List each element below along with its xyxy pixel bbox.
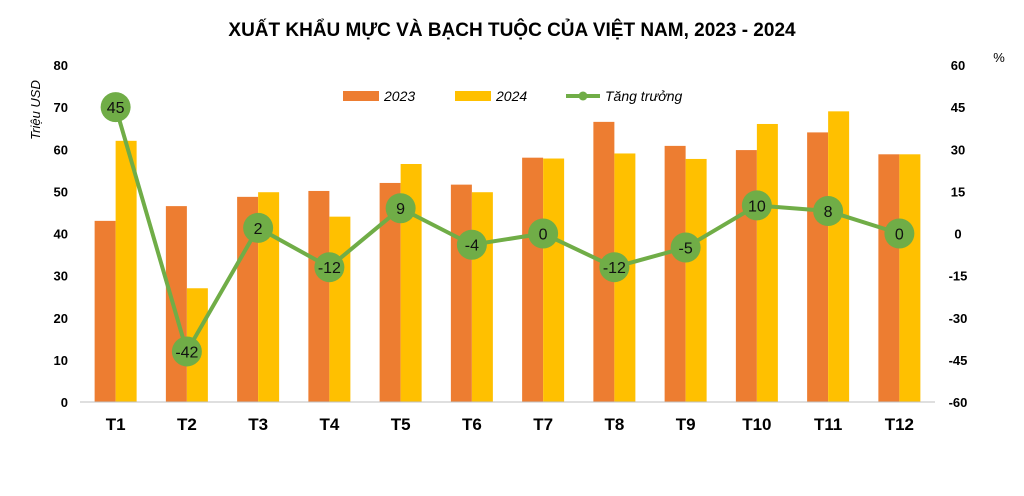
- category-label: T7: [533, 415, 553, 434]
- bar-2023-T10: [735, 150, 757, 402]
- bar-2024-T10: [756, 123, 778, 402]
- legend-label: Tăng trưởng: [605, 88, 682, 104]
- growth-data-label: 10: [748, 198, 766, 215]
- legend-swatch-2024: [455, 91, 491, 101]
- left-tick-label: 20: [54, 311, 68, 326]
- bar-2023-T3: [237, 196, 259, 402]
- bar-2024-T1: [115, 140, 137, 402]
- growth-data-label: -5: [679, 241, 693, 258]
- bar-2024-T12: [899, 154, 921, 402]
- category-label: T1: [106, 415, 126, 434]
- growth-data-label: 45: [107, 100, 125, 117]
- legend-label: 2023: [383, 88, 415, 104]
- right-tick-label: -15: [949, 269, 968, 284]
- bar-2024-T7: [543, 158, 565, 402]
- legend: 2023 2024 Tăng trưởng: [343, 88, 682, 104]
- right-tick-label: 60: [951, 58, 965, 73]
- category-label: T5: [391, 415, 411, 434]
- left-tick-label: 0: [61, 395, 68, 410]
- bar-2024-T9: [685, 158, 707, 402]
- category-label: T6: [462, 415, 482, 434]
- left-tick-label: 60: [54, 142, 68, 157]
- category-label: T3: [248, 415, 268, 434]
- bar-2023-T5: [379, 182, 401, 402]
- category-label: T10: [742, 415, 771, 434]
- growth-point: [100, 92, 131, 123]
- bar-2023-T6: [450, 184, 472, 402]
- growth-data-label: 0: [539, 227, 548, 244]
- left-tick-label: 10: [54, 353, 68, 368]
- bar-2024-T5: [400, 163, 422, 402]
- right-tick-label: 0: [954, 227, 961, 242]
- category-label: T4: [319, 415, 339, 434]
- bar-2024-T11: [828, 111, 850, 403]
- category-label: T9: [676, 415, 696, 434]
- growth-point: [884, 218, 915, 249]
- bar-2023-T11: [807, 132, 829, 402]
- growth-data-label: 0: [895, 227, 904, 244]
- bar-2023-T1: [94, 220, 116, 402]
- bar-2023-T4: [308, 190, 330, 402]
- bar-2024-T3: [258, 192, 280, 402]
- left-axis-ticks: 0 10 20 30 40 50 60 70 80: [54, 58, 68, 410]
- right-tick-label: 30: [951, 142, 965, 157]
- growth-point: [599, 252, 630, 283]
- legend-swatch-2023: [343, 91, 379, 101]
- growth-data-label: -4: [465, 238, 479, 255]
- growth-data-label: 9: [396, 201, 405, 218]
- growth-point: [456, 229, 487, 260]
- growth-point: [314, 252, 345, 283]
- growth-point: [813, 196, 844, 227]
- right-tick-label: -30: [949, 311, 968, 326]
- right-tick-label: -45: [949, 353, 968, 368]
- right-axis-ticks: -60 -45 -30 -15 0 15 30 45 60: [949, 58, 968, 410]
- growth-data-label: 8: [824, 204, 833, 221]
- left-tick-label: 30: [54, 269, 68, 284]
- growth-point: [385, 193, 416, 224]
- growth-data-label: 2: [254, 221, 263, 238]
- left-tick-label: 50: [54, 184, 68, 199]
- growth-data-label: -12: [603, 260, 626, 277]
- growth-point: [528, 218, 559, 249]
- y-axis-label: Triệu USD: [28, 80, 43, 140]
- left-tick-label: 40: [54, 227, 68, 242]
- category-label: T8: [604, 415, 624, 434]
- category-label: T12: [885, 415, 914, 434]
- legend-marker: [578, 91, 588, 101]
- bar-2023-T2: [165, 206, 187, 402]
- legend-label: 2024: [495, 88, 527, 104]
- growth-line: 45 -42 2 -12 9 -4 0 -12 -5 10 8 0: [100, 92, 915, 367]
- y2-axis-label: %: [993, 50, 1005, 65]
- category-labels: T1 T2 T3 T4 T5 T6 T7 T8 T9 T10 T11 T12: [106, 415, 914, 434]
- bar-2024-T4: [329, 216, 351, 402]
- growth-point: [171, 336, 202, 367]
- right-tick-label: 15: [951, 184, 965, 199]
- left-tick-label: 80: [54, 58, 68, 73]
- bar-2024-T6: [471, 192, 493, 402]
- category-label: T11: [814, 415, 842, 434]
- growth-point: [670, 232, 701, 263]
- bar-2023-T7: [522, 157, 544, 402]
- growth-data-label: -12: [318, 260, 341, 277]
- growth-point: [741, 190, 772, 221]
- left-tick-label: 70: [54, 100, 68, 115]
- right-tick-label: -60: [949, 395, 968, 410]
- growth-data-label: -42: [175, 344, 198, 361]
- category-label: T2: [177, 415, 197, 434]
- bar-2023-T9: [664, 145, 686, 402]
- bar-2023-T12: [878, 154, 900, 402]
- chart-title: XUẤT KHẨU MỰC VÀ BẠCH TUỘC CỦA VIỆT NAM,…: [228, 19, 796, 41]
- growth-point: [243, 212, 274, 243]
- right-tick-label: 45: [951, 100, 965, 115]
